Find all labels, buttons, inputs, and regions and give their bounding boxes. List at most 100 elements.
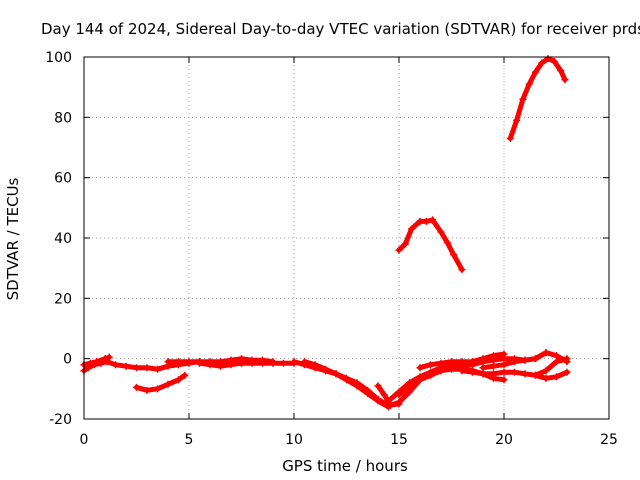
series-arc-o [395,216,466,274]
data-point [443,239,451,247]
data-point [395,246,403,254]
data-point [353,382,361,390]
data-point [280,359,287,367]
data-point [542,349,550,357]
data-point [521,356,529,364]
axis-ticks [83,56,610,420]
data-point [437,228,445,236]
y-tick-label: 40 [54,231,72,247]
chart-title: Day 144 of 2024, Sidereal Day-to-day VTE… [41,20,640,38]
x-tick-labels: 0 5 10 15 20 25 [80,432,618,448]
data-point [561,76,569,84]
data-point [479,370,487,378]
data-point [93,358,101,366]
data-point [563,368,571,376]
series-arc-p [506,55,569,142]
data-point [500,376,508,384]
data-point [511,368,518,376]
data-point [322,365,329,373]
series-line [507,56,568,141]
data-point [448,365,455,373]
data-point [408,225,416,233]
data-point [248,356,256,364]
data-point [437,359,445,367]
data-point [458,367,466,375]
data-point [416,374,424,382]
data-point [238,359,245,367]
data-point [406,382,413,390]
data-point [185,358,193,366]
series-line [533,356,570,378]
data-point [469,368,476,376]
data-point [105,353,113,361]
data-point [563,355,571,363]
data-point [112,361,119,369]
data-point [374,382,382,390]
data-point [416,364,424,372]
series-arc-c [133,371,189,394]
y-tick-label: -20 [49,412,72,428]
x-tick-label: 15 [390,432,408,448]
y-tick-labels: -20 0 20 40 60 80 100 [45,50,72,428]
data-point [387,401,395,409]
x-tick-label: 25 [600,432,618,448]
data-point [311,361,319,369]
data-point [196,359,203,367]
data-point [217,362,224,370]
data-point [343,376,350,384]
data-point [301,358,308,366]
data-point [450,251,458,259]
data-point [206,361,214,369]
data-point [101,355,109,363]
x-axis-label: GPS time / hours [282,457,408,475]
data-point [164,358,172,366]
data-point [511,358,518,366]
data-point [143,364,151,372]
series-arc-e [196,359,245,370]
y-tick-label: 60 [54,171,72,187]
data-point [525,80,533,88]
data-point [364,389,371,397]
data-point [490,370,497,378]
data-point [416,217,424,225]
data-point [429,216,437,224]
data-point [86,359,94,367]
data-point [479,358,487,366]
data-point [269,358,277,366]
data-point [544,55,552,63]
data-point [557,67,565,75]
data-point [133,364,140,372]
data-point [538,59,546,67]
data-point [385,397,392,405]
data-point [332,370,340,378]
data-point [513,116,521,124]
x-tick-label: 0 [80,432,89,448]
data-point [154,385,161,393]
data-point [553,358,560,366]
data-point [401,240,409,248]
series-arc-m [479,349,550,372]
data-point [154,365,161,373]
data-point [259,356,266,364]
data-series [80,55,571,411]
data-point [380,391,388,399]
data-point [395,398,403,406]
data-point [500,355,508,363]
data-point [143,386,151,394]
data-point [490,356,497,364]
data-point [469,358,476,366]
data-point [532,371,539,379]
data-point [437,367,445,375]
data-point [175,358,182,366]
x-tick-label: 10 [285,432,303,448]
data-point [227,361,235,369]
data-point [542,374,550,382]
data-point [553,352,560,360]
data-point [406,388,413,396]
y-tick-label: 20 [54,291,72,307]
data-point [553,373,560,381]
data-point [395,391,403,399]
data-point [532,355,539,363]
y-tick-label: 100 [45,50,72,66]
